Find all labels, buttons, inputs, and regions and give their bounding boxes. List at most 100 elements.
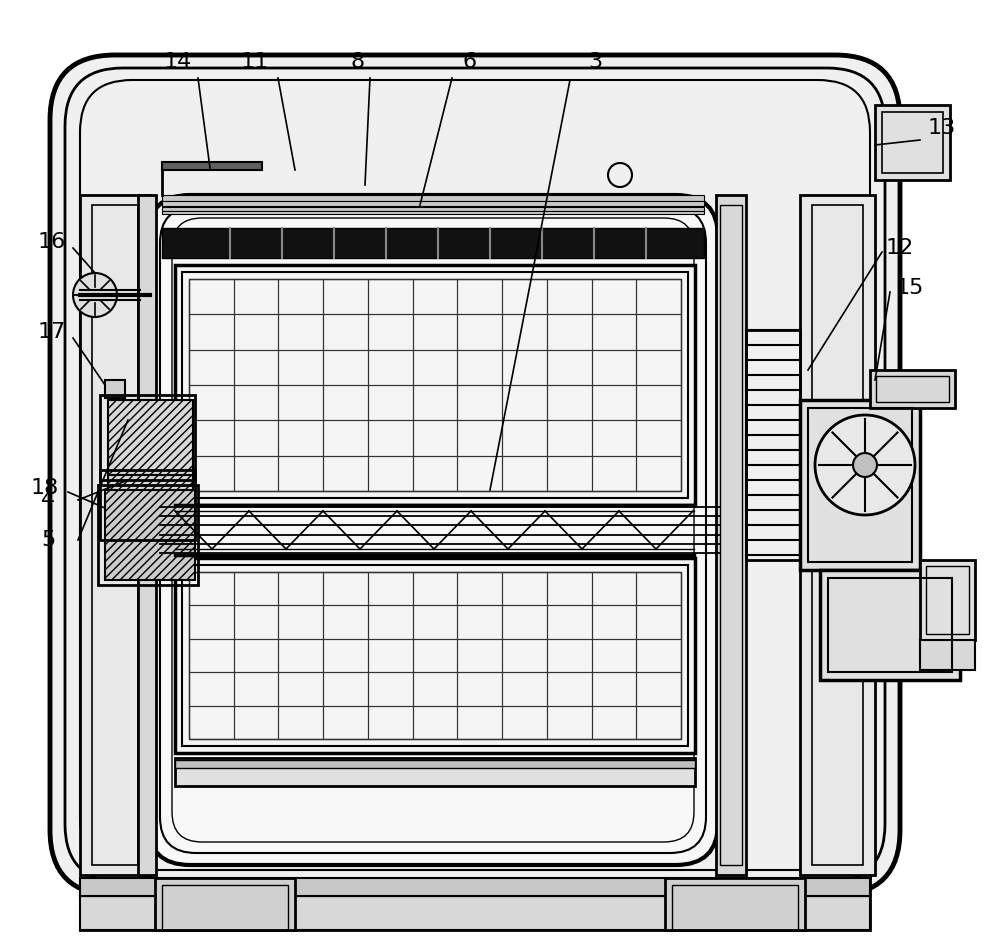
Bar [234, 456, 278, 491]
Text: 12: 12 [886, 238, 914, 258]
Bar [162, 207, 704, 211]
Bar [162, 201, 704, 206]
Bar [162, 228, 704, 258]
Text: 11: 11 [241, 52, 269, 72]
Bar [155, 878, 295, 930]
Bar [323, 456, 368, 491]
Bar [368, 421, 413, 456]
Bar [413, 672, 457, 705]
Bar [234, 705, 278, 739]
Bar [278, 456, 323, 491]
Bar [800, 195, 875, 875]
Bar [457, 572, 502, 605]
Bar [278, 279, 323, 314]
Bar [636, 639, 681, 672]
Bar [457, 705, 502, 739]
Bar [592, 639, 636, 672]
Bar [368, 279, 413, 314]
Bar [457, 456, 502, 491]
Bar [323, 605, 368, 639]
Bar [189, 572, 681, 739]
Bar [234, 672, 278, 705]
Bar [547, 572, 592, 605]
Bar [80, 878, 870, 930]
Bar [592, 672, 636, 705]
Bar [413, 705, 457, 739]
Bar [189, 421, 234, 456]
Bar [876, 376, 949, 402]
Bar [502, 421, 547, 456]
Bar [636, 349, 681, 385]
Bar [592, 421, 636, 456]
Bar [368, 572, 413, 605]
Bar [547, 456, 592, 491]
Bar [80, 195, 150, 875]
Bar [189, 672, 234, 705]
Text: 15: 15 [896, 278, 924, 298]
Bar [189, 456, 234, 491]
Bar [502, 385, 547, 421]
Bar [189, 385, 234, 421]
Bar [502, 639, 547, 672]
Text: 14: 14 [164, 52, 192, 72]
Bar [457, 672, 502, 705]
Bar [547, 385, 592, 421]
Bar [592, 349, 636, 385]
Bar [636, 672, 681, 705]
Bar [636, 314, 681, 349]
Bar [592, 279, 636, 314]
Bar [234, 639, 278, 672]
Bar [882, 112, 943, 173]
Bar [716, 195, 746, 875]
Bar [413, 572, 457, 605]
Bar [189, 279, 234, 314]
Bar [502, 572, 547, 605]
Bar [189, 314, 234, 349]
Bar [278, 605, 323, 639]
Bar [875, 105, 950, 180]
Bar [175, 558, 695, 753]
Bar [368, 314, 413, 349]
Text: 17: 17 [38, 322, 66, 342]
Bar [636, 605, 681, 639]
Bar [413, 421, 457, 456]
Bar [413, 456, 457, 491]
Bar [665, 878, 805, 930]
Bar [182, 565, 688, 746]
Text: 16: 16 [38, 232, 66, 252]
Bar [413, 314, 457, 349]
Bar [457, 639, 502, 672]
Bar [162, 885, 288, 930]
FancyBboxPatch shape [50, 55, 900, 895]
Bar [457, 314, 502, 349]
Bar [189, 605, 234, 639]
Bar [592, 705, 636, 739]
Bar [636, 385, 681, 421]
Bar [100, 395, 195, 480]
Bar [278, 705, 323, 739]
Bar [368, 605, 413, 639]
Bar [502, 279, 547, 314]
Bar [636, 572, 681, 605]
Bar [413, 385, 457, 421]
Bar [746, 330, 800, 560]
Bar [457, 279, 502, 314]
Bar [368, 385, 413, 421]
Bar [547, 672, 592, 705]
Bar [234, 279, 278, 314]
Bar [100, 470, 195, 540]
Bar [234, 385, 278, 421]
Bar [547, 314, 592, 349]
Bar [636, 705, 681, 739]
Bar [189, 705, 234, 739]
Bar [547, 349, 592, 385]
Text: 18: 18 [31, 478, 59, 498]
Bar [926, 566, 969, 634]
Bar [413, 349, 457, 385]
Bar [323, 705, 368, 739]
Bar [278, 672, 323, 705]
Bar [278, 421, 323, 456]
Bar [234, 421, 278, 456]
Bar [720, 205, 742, 865]
Bar [189, 572, 234, 605]
